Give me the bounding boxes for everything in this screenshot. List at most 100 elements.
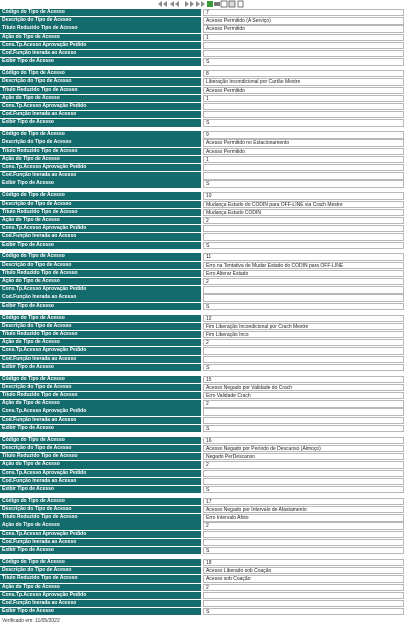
field-label: Descrição do Tipo de Acesso	[0, 383, 201, 392]
field-label: Cod.Função Inerada ao Acesso	[0, 50, 201, 58]
field-label: Código do Tipo de Acesso	[0, 70, 201, 78]
field-value: S	[203, 547, 404, 555]
field-value: Acesso sob Coação	[203, 575, 404, 583]
field-value: 2	[203, 339, 404, 347]
field-value: Acesso Permitido	[203, 25, 404, 33]
field-label: Código do Tipo de Acesso	[0, 253, 201, 261]
field-label: Ação do Tipo de Acesso	[0, 339, 201, 347]
field-value: 7	[203, 9, 404, 17]
field-label: Código do Tipo de Acesso	[0, 558, 201, 567]
field-label: Título Reduzido Tipo de Acesso	[0, 25, 201, 33]
field-label: Título Reduzido Tipo de Acesso	[0, 208, 201, 217]
field-value: Acesso Permitido	[203, 86, 404, 94]
field-value: 2	[203, 461, 404, 469]
field-value	[203, 164, 404, 172]
field-label: Ação do Tipo de Acesso	[0, 461, 201, 469]
field-label: Cons.Tp.Acesso Aprovação Pedido	[0, 408, 201, 416]
field-value	[203, 233, 404, 241]
field-label: Cons.Tp.Acesso Aprovação Pedido	[0, 286, 201, 294]
field-label: Descrição do Tipo de Acesso	[0, 200, 201, 208]
field-label: Cod.Função Inerada ao Acesso	[0, 233, 201, 241]
field-label: Cod.Função Inerada ao Acesso	[0, 477, 201, 486]
field-value	[203, 477, 404, 486]
field-value: Mudança Estado do CODIN para OFF-LINE vi…	[203, 200, 404, 208]
field-label: Cons.Tp.Acesso Aprovação Pedido	[0, 164, 201, 172]
field-label: Cons.Tp.Acesso Aprovação Pedido	[0, 225, 201, 233]
field-label: Código do Tipo de Acesso	[0, 9, 201, 17]
field-value: Acesso Liberado sob Coação	[203, 567, 404, 575]
field-label: Cod.Função Inerada ao Acesso	[0, 538, 201, 547]
field-value: Negado PerDescanso	[203, 453, 404, 461]
field-label: Descrição do Tipo de Acesso	[0, 567, 201, 575]
field-label: Cod.Função Inerada ao Acesso	[0, 599, 201, 608]
field-value: 2	[203, 278, 404, 286]
field-value: S	[203, 485, 404, 494]
field-label: Cod.Função Inerada ao Acesso	[0, 111, 201, 119]
field-value: 12	[203, 314, 404, 322]
field-value: S	[203, 241, 404, 249]
field-label: Cod.Função Inerada ao Acesso	[0, 294, 201, 302]
field-value	[203, 530, 404, 538]
field-value: 2	[203, 216, 404, 225]
field-label: Ação do Tipo de Acesso	[0, 522, 201, 530]
field-value: Fim Liberação Inco	[203, 330, 404, 339]
field-label: Cons.Tp.Acesso Aprovação Pedido	[0, 347, 201, 355]
field-value: 15	[203, 375, 404, 383]
field-label: Cod.Função Inerada ao Acesso	[0, 416, 201, 424]
field-value: S	[203, 180, 404, 188]
field-value	[203, 294, 404, 302]
footer: Verificado em: 11/05/2022	[2, 618, 60, 624]
field-label: Código do Tipo de Acesso	[0, 314, 201, 322]
field-value: Acesso Negado por Validade do Crach	[203, 383, 404, 392]
field-value	[203, 469, 404, 477]
field-label: Ação do Tipo de Acesso	[0, 94, 201, 103]
field-value: S	[203, 58, 404, 66]
toolbar	[158, 0, 244, 8]
field-value: Erro Intervalo Afsto	[203, 514, 404, 522]
field-value	[203, 416, 404, 424]
field-label: Descrição do Tipo de Acesso	[0, 78, 201, 86]
print-icon[interactable]	[228, 0, 236, 8]
save-icon[interactable]	[220, 0, 228, 8]
field-value: 2	[203, 400, 404, 408]
field-value: Acesso Permitido no Estacionamento	[203, 139, 404, 147]
field-label: Cons.Tp.Acesso Aprovação Pedido	[0, 41, 201, 50]
field-label: Ação do Tipo de Acesso	[0, 216, 201, 225]
field-label: Exibir Tipo de Acesso	[0, 302, 201, 310]
field-label: Título Reduzido Tipo de Acesso	[0, 575, 201, 583]
field-label: Código do Tipo de Acesso	[0, 192, 201, 200]
field-value: 8	[203, 70, 404, 78]
zoom-icon[interactable]	[214, 2, 220, 6]
field-value: Fim Liberação Incondicional por Crach Me…	[203, 322, 404, 331]
field-value: S	[203, 608, 404, 616]
field-label: Título Reduzido Tipo de Acesso	[0, 514, 201, 522]
field-value: S	[203, 302, 404, 310]
field-label: Cod.Função Inerada ao Acesso	[0, 172, 201, 180]
field-value	[203, 408, 404, 416]
field-value: Erro na Tentativa de Mudar Estado do COD…	[203, 261, 404, 269]
field-label: Código do Tipo de Acesso	[0, 497, 201, 506]
export-icon[interactable]	[207, 1, 213, 7]
field-label: Cod.Função Inerada ao Acesso	[0, 355, 201, 363]
field-value: Acesso Permitido	[203, 147, 404, 155]
field-value: 18	[203, 558, 404, 567]
field-label: Exibir Tipo de Acesso	[0, 180, 201, 188]
field-value	[203, 538, 404, 547]
field-label: Ação do Tipo de Acesso	[0, 33, 201, 41]
field-value	[203, 172, 404, 180]
field-value: 2	[203, 522, 404, 530]
field-value: 10	[203, 192, 404, 200]
nav-buttons[interactable]	[158, 1, 205, 7]
field-label: Título Reduzido Tipo de Acesso	[0, 330, 201, 339]
field-value: 11	[203, 253, 404, 261]
field-label: Ação do Tipo de Acesso	[0, 155, 201, 164]
field-label: Código do Tipo de Acesso	[0, 131, 201, 139]
field-value	[203, 286, 404, 294]
doc-icon[interactable]	[237, 0, 244, 8]
field-label: Código do Tipo de Acesso	[0, 375, 201, 383]
field-value: 16	[203, 436, 404, 445]
field-value: 1	[203, 94, 404, 103]
field-value	[203, 225, 404, 233]
field-label: Título Reduzido Tipo de Acesso	[0, 269, 201, 278]
